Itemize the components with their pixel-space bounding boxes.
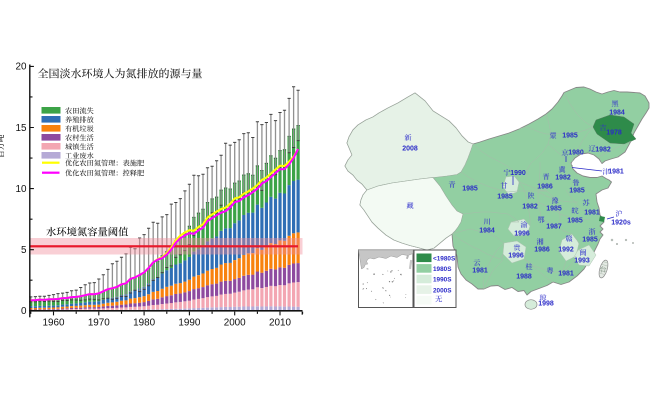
svg-text:1985: 1985 <box>567 218 583 225</box>
svg-text:20: 20 <box>16 62 27 73</box>
svg-text:1990: 1990 <box>178 318 200 329</box>
svg-text:1978: 1978 <box>606 130 622 137</box>
svg-text:2000S: 2000S <box>433 287 452 294</box>
svg-text:1982: 1982 <box>595 147 611 154</box>
svg-text:1985: 1985 <box>582 237 598 244</box>
svg-text:1980: 1980 <box>568 150 584 157</box>
svg-text:1982: 1982 <box>555 175 571 182</box>
svg-text:1985: 1985 <box>497 194 513 201</box>
svg-text:1981: 1981 <box>608 169 624 176</box>
svg-text:1984: 1984 <box>609 110 625 117</box>
svg-text:<1980S: <1980S <box>433 256 456 263</box>
svg-text:2008: 2008 <box>402 146 418 153</box>
svg-text:1985: 1985 <box>546 206 562 213</box>
svg-text:1982: 1982 <box>522 204 538 211</box>
svg-text:1981: 1981 <box>472 268 488 275</box>
svg-text:1970: 1970 <box>88 318 110 329</box>
svg-text:1980S: 1980S <box>433 266 452 273</box>
svg-text:1987: 1987 <box>546 224 562 231</box>
svg-text:1960: 1960 <box>43 318 65 329</box>
svg-text:1980: 1980 <box>133 318 155 329</box>
svg-text:1920s: 1920s <box>611 220 631 227</box>
svg-text:1990S: 1990S <box>433 277 452 284</box>
svg-text:1996: 1996 <box>514 231 530 238</box>
svg-text:1996: 1996 <box>508 253 524 260</box>
svg-text:1981: 1981 <box>558 271 574 278</box>
svg-text:1988: 1988 <box>516 274 532 281</box>
svg-text:1998: 1998 <box>538 301 554 308</box>
svg-text:1984: 1984 <box>479 228 495 235</box>
svg-text:1990: 1990 <box>510 170 526 177</box>
svg-text:1993: 1993 <box>574 258 590 265</box>
svg-text:2000: 2000 <box>224 318 246 329</box>
svg-text:1986: 1986 <box>534 247 550 254</box>
svg-text:1985: 1985 <box>569 188 585 195</box>
svg-text:1985: 1985 <box>562 133 578 140</box>
svg-text:1985: 1985 <box>462 186 478 193</box>
svg-text:1981: 1981 <box>584 210 600 217</box>
svg-text:1986: 1986 <box>537 184 553 191</box>
svg-text:0: 0 <box>21 306 27 317</box>
svg-text:1992: 1992 <box>558 247 574 254</box>
svg-text:2010: 2010 <box>269 318 291 329</box>
svg-text:5: 5 <box>21 245 27 256</box>
svg-text:15: 15 <box>16 123 27 134</box>
svg-text:10: 10 <box>16 184 27 195</box>
